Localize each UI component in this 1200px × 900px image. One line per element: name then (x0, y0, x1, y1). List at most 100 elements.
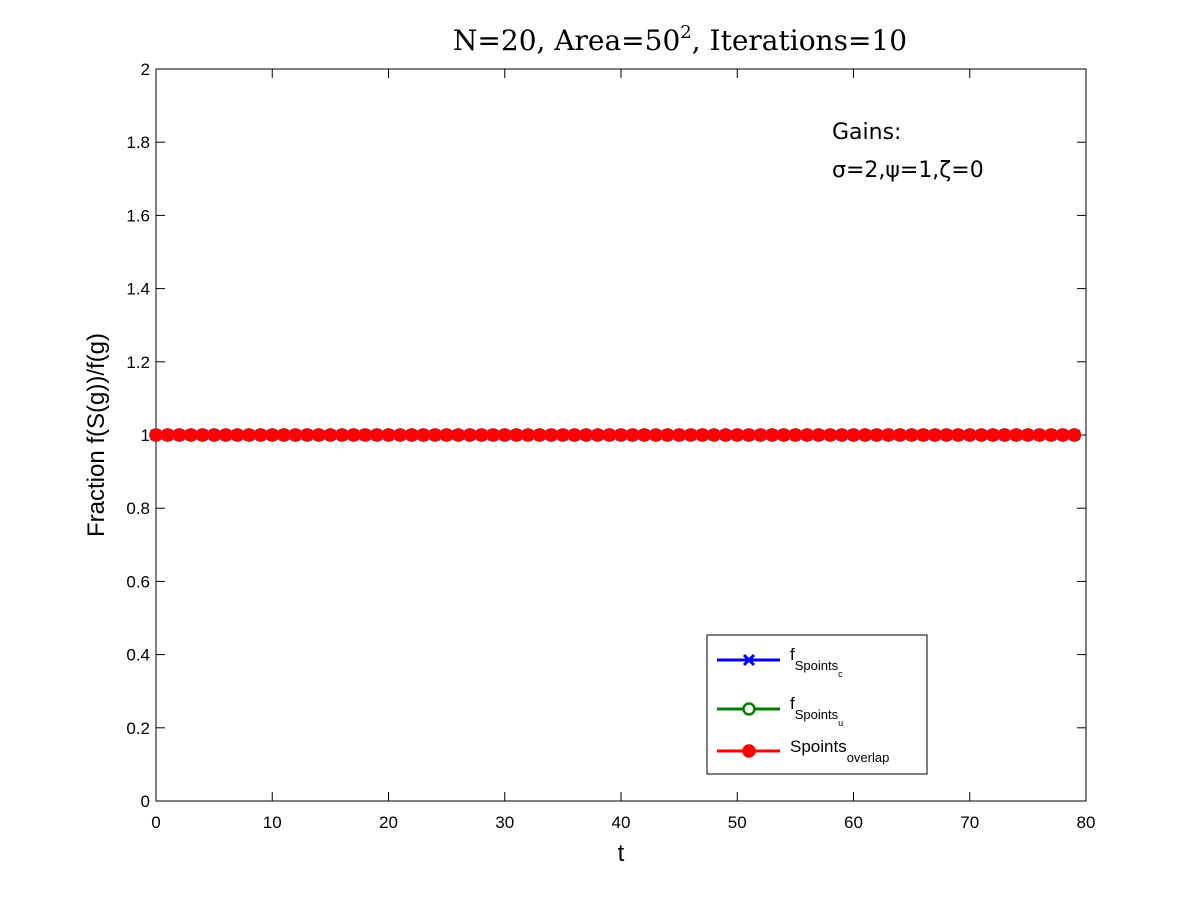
data-point-filled-marker (718, 428, 733, 442)
x-tick-labels: 0 10 20 30 40 50 60 70 80 (151, 813, 1095, 832)
chart-title: N=20, Area=502, Iterations=10 (453, 22, 907, 57)
legend-marker-circle-icon (742, 702, 756, 716)
annotation-gains-values: σ=2,ψ=1,ζ=0 (832, 158, 984, 183)
legend-entry-u-sub: Spoints (795, 707, 839, 722)
data-point-filled-marker (346, 428, 361, 442)
data-point-filled-marker (428, 428, 442, 442)
data-point-filled-marker (800, 428, 814, 442)
data-point-filled-marker (509, 428, 524, 442)
data-point-filled-marker (730, 428, 744, 442)
data-point-filled-marker (893, 428, 907, 442)
data-point-filled-marker (963, 428, 977, 442)
data-point-filled-marker (1021, 428, 1035, 442)
data-point-filled-marker (974, 428, 989, 442)
data-point-filled-marker (1009, 428, 1023, 442)
data-point-filled-marker (742, 428, 756, 442)
series-Spoints_overlap (149, 428, 1082, 442)
data-point-filled-marker (1067, 428, 1082, 442)
data-point-filled-marker (579, 428, 593, 442)
y-tick-label: 0.6 (126, 572, 150, 591)
y-tick-label: 1.4 (126, 280, 150, 299)
data-point-filled-marker (312, 428, 326, 442)
legend-marker-filled-circle-icon (742, 744, 756, 758)
data-point-filled-marker (439, 428, 454, 442)
legend-entry-overlap-sub: overlap (847, 750, 890, 765)
data-point-filled-marker (986, 428, 1000, 442)
legend-entry-u: fSpointsu (790, 694, 843, 728)
data-point-filled-marker (1044, 428, 1058, 442)
annotation-gains-title: Gains: (832, 120, 901, 145)
data-point-filled-marker (544, 428, 558, 442)
data-point-filled-marker (823, 428, 837, 442)
data-point-filled-marker (997, 428, 1012, 442)
data-point-filled-marker (381, 428, 396, 442)
legend-entry-u-subsub: u (838, 718, 843, 728)
y-tick-label: 0.2 (126, 719, 150, 738)
data-point-filled-marker (788, 428, 803, 442)
data-point-filled-marker (486, 428, 500, 442)
x-tick-label: 80 (1077, 813, 1096, 832)
data-point-filled-marker (474, 428, 489, 442)
data-point-filled-marker (765, 428, 779, 442)
data-point-filled-marker (370, 428, 384, 442)
data-point-filled-marker (637, 428, 651, 442)
data-point-filled-marker (707, 428, 721, 442)
title-prefix: N=20, Area=50 (453, 24, 680, 57)
data-point-filled-marker (1056, 428, 1070, 442)
y-tick-label: 1.2 (126, 353, 150, 372)
data-point-filled-marker (753, 428, 768, 442)
data-point-filled-marker (230, 428, 245, 442)
data-point-filled-marker (835, 428, 849, 442)
y-tick-label: 1.6 (126, 206, 150, 225)
data-point-filled-marker (858, 428, 872, 442)
data-point-filled-marker (358, 428, 372, 442)
x-tick-label: 40 (612, 813, 631, 832)
x-axis-label: t (618, 840, 625, 867)
data-point-filled-marker (567, 428, 582, 442)
data-point-filled-marker (288, 428, 303, 442)
data-point-filled-marker (277, 428, 291, 442)
data-point-filled-marker (172, 428, 186, 442)
data-point-filled-marker (672, 428, 686, 442)
data-point-filled-marker (195, 428, 210, 442)
x-tick-label: 50 (728, 813, 747, 832)
y-tick-label: 0.8 (126, 499, 150, 518)
y-axis-label: Fraction f(S(g))/f(g) (83, 333, 110, 537)
data-point-filled-marker (625, 428, 640, 442)
data-point-filled-marker (695, 428, 710, 442)
y-tick-label: 0 (141, 792, 150, 811)
data-point-filled-marker (881, 428, 896, 442)
data-point-filled-marker (811, 428, 826, 442)
legend-marker-x-icon (742, 653, 756, 667)
data-point-filled-marker (335, 428, 349, 442)
y-tick-label: 2 (141, 60, 150, 79)
data-point-filled-marker (323, 428, 338, 442)
legend-entry-u-base: f (790, 694, 795, 713)
series-layer (149, 428, 1082, 442)
axis-ticks (155, 68, 1087, 802)
title-superscript: 2 (680, 22, 691, 43)
data-point-filled-marker (184, 428, 198, 442)
data-point-filled-marker (451, 428, 465, 442)
data-point-filled-marker (614, 428, 628, 442)
data-point-filled-marker (951, 428, 965, 442)
x-tick-label: 70 (960, 813, 979, 832)
x-tick-label: 30 (495, 813, 514, 832)
data-point-filled-marker (649, 428, 663, 442)
data-point-filled-marker (160, 428, 175, 442)
data-point-filled-marker (777, 428, 791, 442)
data-point-filled-marker (928, 428, 942, 442)
x-tick-label: 20 (379, 813, 398, 832)
legend-entry-overlap-base: Spoints (790, 737, 847, 756)
legend-entry-overlap: Spointsoverlap (790, 737, 889, 765)
data-point-filled-marker (253, 428, 268, 442)
data-point-filled-marker (939, 428, 954, 442)
data-point-filled-marker (846, 428, 861, 442)
data-point-filled-marker (1032, 428, 1047, 442)
title-suffix: , Iterations=10 (692, 24, 907, 57)
data-point-filled-marker (684, 428, 698, 442)
x-tick-label: 10 (263, 813, 282, 832)
legend-entry-c: fSpointsc (790, 645, 843, 679)
data-point-filled-marker (463, 428, 477, 442)
